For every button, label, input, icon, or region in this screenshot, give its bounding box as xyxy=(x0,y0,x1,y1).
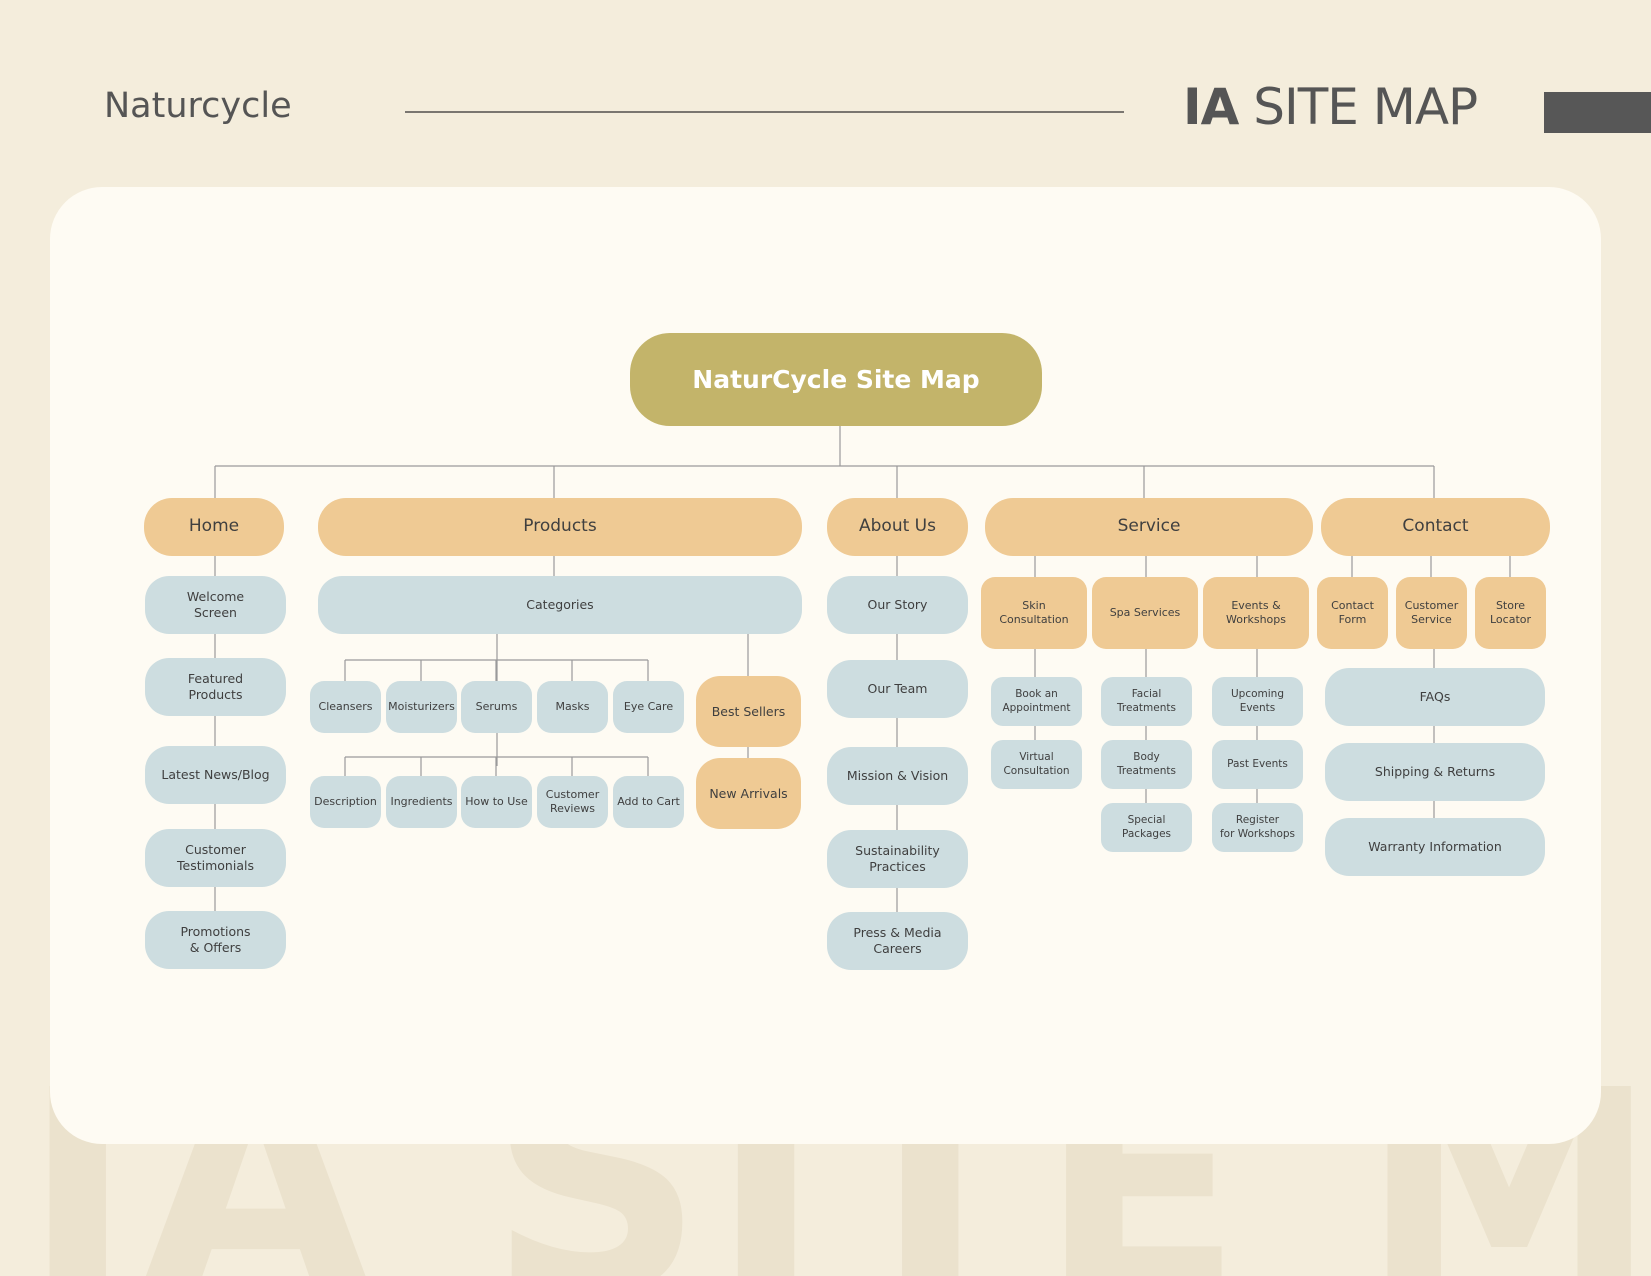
brand-name: Naturcycle xyxy=(104,86,292,126)
category-moisturizers: Moisturizers xyxy=(386,681,457,733)
contact-group-customer-service: Customer Service xyxy=(1396,577,1467,649)
branch-contact: Contact xyxy=(1321,498,1550,556)
contact-item-faqs: FAQs xyxy=(1325,668,1545,726)
service-item-upcoming-events: Upcoming Events xyxy=(1212,677,1303,726)
about-item-our-story: Our Story xyxy=(827,576,968,634)
home-item-customer-testimonials: Customer Testimonials xyxy=(145,829,286,887)
home-item-promotions-offers: Promotions & Offers xyxy=(145,911,286,969)
service-item-body-treatments: Body Treatments xyxy=(1101,740,1192,789)
service-item-register-for-workshops: Register for Workshops xyxy=(1212,803,1303,852)
branch-products: Products xyxy=(318,498,802,556)
service-group-events-workshops: Events & Workshops xyxy=(1203,577,1309,649)
root-node: NaturCycle Site Map xyxy=(630,333,1042,426)
page-title-rest: SITE MAP xyxy=(1238,78,1478,136)
best-sellers: Best Sellers xyxy=(696,676,801,747)
branch-home: Home xyxy=(144,498,284,556)
product-detail-how-to-use: How to Use xyxy=(461,776,532,828)
home-item-featured-products: Featured Products xyxy=(145,658,286,716)
service-item-special-packages: Special Packages xyxy=(1101,803,1192,852)
contact-item-shipping-returns: Shipping & Returns xyxy=(1325,743,1545,801)
about-item-press-media-careers: Press & Media Careers xyxy=(827,912,968,970)
service-item-virtual-consultation: Virtual Consultation xyxy=(991,740,1082,789)
contact-item-warranty-information: Warranty Information xyxy=(1325,818,1545,876)
service-item-facial-treatments: Facial Treatments xyxy=(1101,677,1192,726)
home-item-welcome-screen: Welcome Screen xyxy=(145,576,286,634)
products-categories: Categories xyxy=(318,576,802,634)
category-cleansers: Cleansers xyxy=(310,681,381,733)
product-detail-description: Description xyxy=(310,776,381,828)
about-item-sustainability-practices: Sustainability Practices xyxy=(827,830,968,888)
about-item-our-team: Our Team xyxy=(827,660,968,718)
product-detail-ingredients: Ingredients xyxy=(386,776,457,828)
branch-about: About Us xyxy=(827,498,968,556)
about-item-mission-vision: Mission & Vision xyxy=(827,747,968,805)
product-detail-customer-reviews: Customer Reviews xyxy=(537,776,608,828)
service-item-book-an-appointment: Book an Appointment xyxy=(991,677,1082,726)
new-arrivals: New Arrivals xyxy=(696,758,801,829)
corner-accent-bar xyxy=(1544,92,1651,133)
service-item-past-events: Past Events xyxy=(1212,740,1303,789)
page-title: IA SITE MAP xyxy=(1183,78,1478,136)
category-masks: Masks xyxy=(537,681,608,733)
product-detail-add-to-cart: Add to Cart xyxy=(613,776,684,828)
category-serums: Serums xyxy=(461,681,532,733)
page-title-bold: IA xyxy=(1183,78,1239,136)
contact-group-contact-form: Contact Form xyxy=(1317,577,1388,649)
home-item-latest-news-blog: Latest News/Blog xyxy=(145,746,286,804)
contact-group-store-locator: Store Locator xyxy=(1475,577,1546,649)
branch-service: Service xyxy=(985,498,1313,556)
header-divider xyxy=(405,111,1124,113)
service-group-skin-consultation: Skin Consultation xyxy=(981,577,1087,649)
category-eye-care: Eye Care xyxy=(613,681,684,733)
service-group-spa-services: Spa Services xyxy=(1092,577,1198,649)
